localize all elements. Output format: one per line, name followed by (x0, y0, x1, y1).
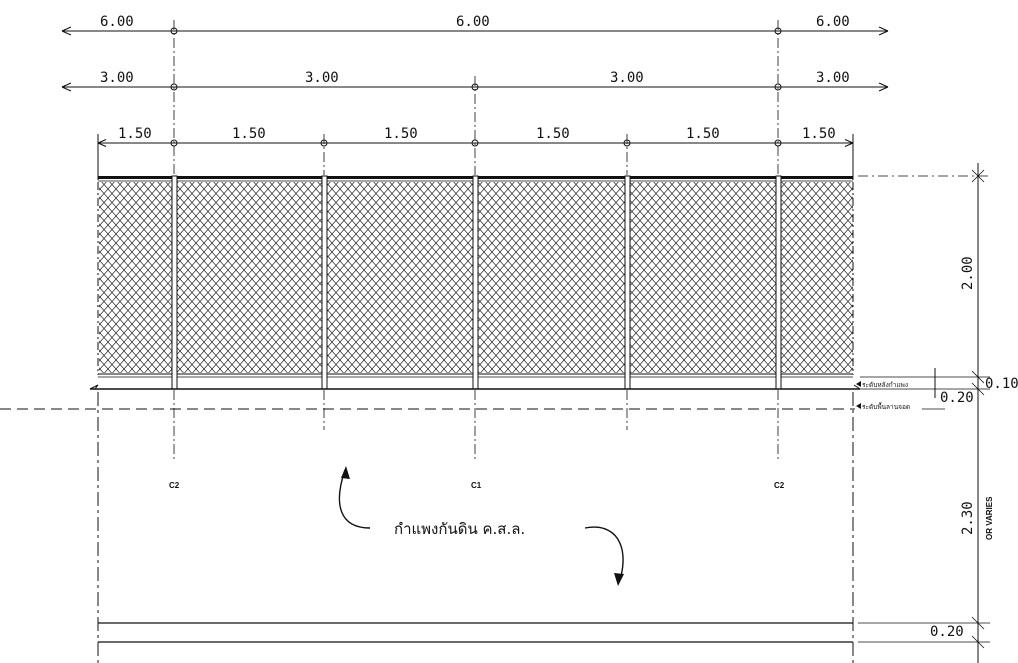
dim-bay-1: 1.50 (118, 126, 152, 142)
post-2 (321, 175, 328, 390)
mesh-panel-4 (478, 182, 625, 373)
column-label-left: C2 (169, 481, 180, 490)
column-label-center: C1 (471, 481, 482, 490)
post-4 (624, 175, 631, 390)
dim-bay-6: 1.50 (802, 126, 836, 142)
level-marker-top: ระดับหลังกำแพง (856, 381, 908, 389)
dim-mid-3: 3.00 (610, 70, 644, 86)
column-centerlines (173, 20, 779, 460)
dimension-row-middle: 3.00 3.00 3.00 3.00 (61, 70, 889, 92)
mesh-panels (99, 182, 853, 373)
dim-step: 0.20 (940, 390, 974, 406)
mesh-panel-6 (781, 182, 853, 373)
dim-mid-1: 3.00 (100, 70, 134, 86)
right-dimension-chain (858, 163, 990, 663)
wall-annotation: กำแพงกันดิน ค.ส.ล. (338, 466, 624, 586)
dimension-row-top: 6.00 6.00 6.00 (61, 14, 889, 36)
dim-bay-3: 1.50 (384, 126, 418, 142)
column-label-right: C2 (774, 481, 785, 490)
post-5 (775, 175, 782, 390)
dim-top-right: 6.00 (816, 14, 850, 30)
level-label-top: ระดับหลังกำแพง (862, 381, 908, 389)
mesh-panel-2 (177, 182, 322, 373)
wall-capping-beam (89, 384, 861, 390)
dim-bay-2: 1.50 (232, 126, 266, 142)
post-3 (472, 175, 479, 390)
mesh-panel-1 (99, 182, 172, 373)
wall-annotation-text: กำแพงกันดิน ค.ส.ล. (394, 520, 525, 538)
level-marker-bottom: ระดับพื้นลานจอด (856, 402, 910, 411)
dim-top-center: 6.00 (456, 14, 490, 30)
dim-bay-5: 1.50 (686, 126, 720, 142)
dim-mid-2: 3.00 (305, 70, 339, 86)
dim-wall-note: OR VARIES (985, 496, 994, 540)
retaining-wall-outline (97, 182, 854, 663)
dim-bay-4: 1.50 (536, 126, 570, 142)
dim-top-left: 6.00 (100, 14, 134, 30)
dim-footing: 0.20 (930, 624, 964, 640)
dim-beam: 0.10 (985, 376, 1018, 392)
mesh-panel-5 (630, 182, 776, 373)
dim-wall-height: 2.30 (960, 501, 976, 535)
dimension-row-bays: 1.50 1.50 1.50 1.50 1.50 1.50 (97, 126, 854, 180)
post-1 (171, 175, 178, 390)
level-label-bottom: ระดับพื้นลานจอด (862, 402, 910, 411)
dim-fence-height: 2.00 (960, 256, 976, 290)
mesh-panel-3 (327, 182, 473, 373)
dim-mid-4: 3.00 (816, 70, 850, 86)
